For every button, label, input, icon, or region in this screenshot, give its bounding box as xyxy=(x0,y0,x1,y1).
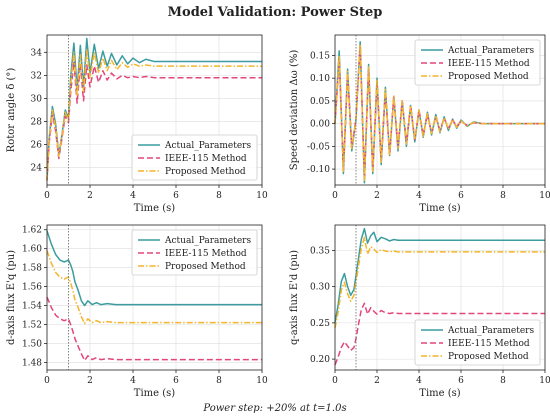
legend: Actual_Parameters IEEE-115 Method Proposed… xyxy=(414,39,541,86)
series-line-proposed xyxy=(334,236,545,329)
y-axis-label: q-axis flux E'd (pu) xyxy=(289,250,300,345)
x-tick-label: 4 xyxy=(416,191,422,201)
y-tick-label: 28 xyxy=(31,118,43,128)
series-line-proposed xyxy=(46,250,262,325)
axes-frame xyxy=(46,34,263,186)
legend-box xyxy=(414,39,541,86)
y-tick-label: 26 xyxy=(31,141,43,151)
series-line-ieee xyxy=(46,296,262,362)
y-tick-label: 0.35 xyxy=(310,246,330,256)
legend-label: Actual_Parameters xyxy=(447,46,534,56)
y-tick-label: 1.62 xyxy=(22,226,42,236)
x-tick-label: 10 xyxy=(256,191,268,201)
y-tick-label: 0.00 xyxy=(310,120,330,130)
x-tick-label: 0 xyxy=(44,376,50,386)
legend-label: IEEE-115 Method xyxy=(165,249,247,259)
y-axis-label: d-axis flux E'q (pu) xyxy=(6,250,17,345)
y-tick-label: 1.56 xyxy=(22,283,42,293)
x-tick-label: 10 xyxy=(256,376,268,386)
y-tick-label: 0.15 xyxy=(310,51,330,61)
y-tick-label: 0.10 xyxy=(310,74,330,84)
y-tick-label: 0.25 xyxy=(310,319,330,329)
x-tick-label: 6 xyxy=(173,191,179,201)
legend-box xyxy=(131,229,258,276)
legend-label: Proposed Method xyxy=(165,262,246,272)
x-tick-label: 10 xyxy=(539,376,550,386)
legend-label: IEEE-115 Method xyxy=(448,59,530,69)
x-tick-label: 8 xyxy=(500,376,506,386)
x-tick-label: 4 xyxy=(416,376,422,386)
x-tick-label: 6 xyxy=(173,376,179,386)
x-axis-label: Time (s) xyxy=(134,203,175,214)
legend-label: IEEE-115 Method xyxy=(165,154,247,164)
y-tick-label: 1.48 xyxy=(22,358,42,368)
y-tick-label: 1.58 xyxy=(22,264,42,274)
x-tick-label: 8 xyxy=(216,191,222,201)
legend-label: Proposed Method xyxy=(165,167,246,177)
y-axis-label: Rotor angle δ (°) xyxy=(6,68,17,153)
y-tick-label: 32 xyxy=(31,71,42,81)
legend-label: Actual_Parameters xyxy=(164,141,251,151)
x-tick-label: 2 xyxy=(374,376,380,386)
legend-box xyxy=(131,134,258,181)
y-tick-label: 24 xyxy=(31,164,43,174)
x-tick-label: 6 xyxy=(458,376,464,386)
y-tick-label: 1.50 xyxy=(22,339,42,349)
x-tick-label: 0 xyxy=(44,191,50,201)
legend-label: Actual_Parameters xyxy=(447,326,534,336)
x-tick-label: 0 xyxy=(332,376,338,386)
y-tick-label: 1.52 xyxy=(22,321,42,331)
x-tick-label: 8 xyxy=(216,376,222,386)
y-tick-label: 30 xyxy=(31,94,43,104)
legend: Actual_Parameters IEEE-115 Method Proposed… xyxy=(414,319,541,366)
series-line-actual xyxy=(334,227,545,324)
axes-frame xyxy=(334,224,546,371)
legend-label: Proposed Method xyxy=(448,352,529,362)
y-tick-label: 34 xyxy=(31,48,43,58)
legend: Actual_Parameters IEEE-115 Method Proposed… xyxy=(131,134,258,181)
x-axis-label: Time (s) xyxy=(419,203,460,214)
legend-label: Actual_Parameters xyxy=(164,236,251,246)
axes-frame xyxy=(46,224,263,371)
footnote: Power step: +20% at t=1.0s xyxy=(202,403,346,414)
figure-title: Model Validation: Power Step xyxy=(168,5,383,20)
legend-label: Proposed Method xyxy=(448,72,529,82)
series-line-ieee xyxy=(334,302,545,366)
legend-box xyxy=(414,319,541,366)
legend: Actual_Parameters IEEE-115 Method Proposed… xyxy=(131,229,258,276)
x-tick-label: 10 xyxy=(539,191,550,201)
x-tick-label: 6 xyxy=(458,191,464,201)
y-tick-label: -0.05 xyxy=(307,142,330,152)
y-tick-label: 1.54 xyxy=(22,302,42,312)
x-tick-label: 4 xyxy=(130,191,136,201)
y-tick-label: 0.20 xyxy=(310,355,330,365)
legend-label: IEEE-115 Method xyxy=(448,339,530,349)
x-tick-label: 2 xyxy=(87,191,93,201)
y-axis-label: Speed deviation Δω (%) xyxy=(289,50,300,171)
y-tick-label: 0.30 xyxy=(310,283,330,293)
series-line-proposed xyxy=(46,49,262,181)
x-axis-label: Time (s) xyxy=(419,388,460,399)
chart-panel-4: 0 2 4 6 8 10 0.20 0.25 0.30 0.35 Time (s) q-axis fl… xyxy=(289,224,550,399)
x-tick-label: 0 xyxy=(332,191,338,201)
y-tick-label: 0.05 xyxy=(310,97,330,107)
y-tick-label: -0.10 xyxy=(307,165,330,175)
chart-panel-2: 0 2 4 6 8 10 -0.10 -0.05 0.00 0.05 0.10 0.15 Time (s… xyxy=(289,34,550,214)
x-tick-label: 4 xyxy=(130,376,136,386)
x-tick-label: 2 xyxy=(87,376,93,386)
series-line-proposed xyxy=(334,43,545,182)
series-line-actual xyxy=(46,230,262,307)
y-tick-label: 1.60 xyxy=(22,245,42,255)
axes-frame xyxy=(334,34,546,186)
x-tick-label: 8 xyxy=(500,191,506,201)
x-tick-label: 2 xyxy=(374,191,380,201)
chart-panel-3: 0 2 4 6 8 10 1.48 1.50 1.52 1.54 1.56 1.58 1.60 1.62 T… xyxy=(6,224,268,399)
x-axis-label: Time (s) xyxy=(134,388,175,399)
